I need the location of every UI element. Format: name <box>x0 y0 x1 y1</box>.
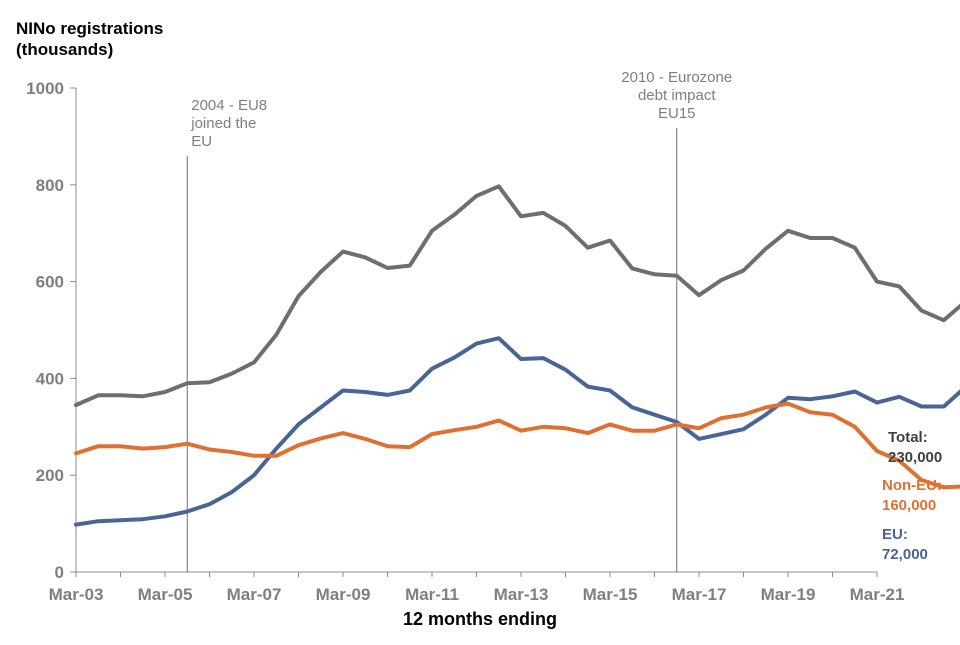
annotation-text: debt impact <box>638 87 716 104</box>
y-tick-label: 1000 <box>26 79 64 98</box>
x-axis-title: 12 months ending <box>402 609 557 629</box>
series-end-label: Total: <box>888 429 928 446</box>
annotation-text: 2004 - EU8 <box>191 97 267 114</box>
y-tick-label: 600 <box>36 273 64 292</box>
y-tick-label: 400 <box>36 369 64 388</box>
series-end-label: 230,000 <box>888 449 942 466</box>
x-tick-label: Mar-05 <box>138 585 193 604</box>
y-axis-title: NINo registrations (thousands) <box>16 19 164 59</box>
series-line-non-eu <box>74 401 960 490</box>
series-end-label: EU: <box>882 526 908 543</box>
annotation-text: joined the <box>190 115 256 132</box>
x-tick-label: Mar-15 <box>583 585 638 604</box>
annotation-text: EU <box>191 133 212 150</box>
x-tick-label: Mar-09 <box>316 585 371 604</box>
x-tick-label: Mar-07 <box>227 585 282 604</box>
series-line-eu <box>74 336 960 527</box>
x-tick-label: Mar-17 <box>672 585 727 604</box>
x-tick-label: Mar-11 <box>405 585 459 604</box>
x-tick-label: Mar-19 <box>761 585 816 604</box>
series-end-label: Non-EU: <box>882 477 942 494</box>
series-end-label: 72,000 <box>882 546 928 563</box>
series-end-label: 160,000 <box>882 497 936 514</box>
annotation-text: 2010 - Eurozone <box>621 69 732 86</box>
x-tick-label: Mar-21 <box>850 585 905 604</box>
y-tick-label: 800 <box>36 176 64 195</box>
x-tick-label: Mar-13 <box>494 585 549 604</box>
series-line-total <box>74 184 960 407</box>
x-tick-label: Mar-03 <box>49 585 104 604</box>
y-tick-label: 0 <box>55 563 64 582</box>
annotation-text: EU15 <box>658 105 696 122</box>
y-tick-label: 200 <box>36 466 64 485</box>
